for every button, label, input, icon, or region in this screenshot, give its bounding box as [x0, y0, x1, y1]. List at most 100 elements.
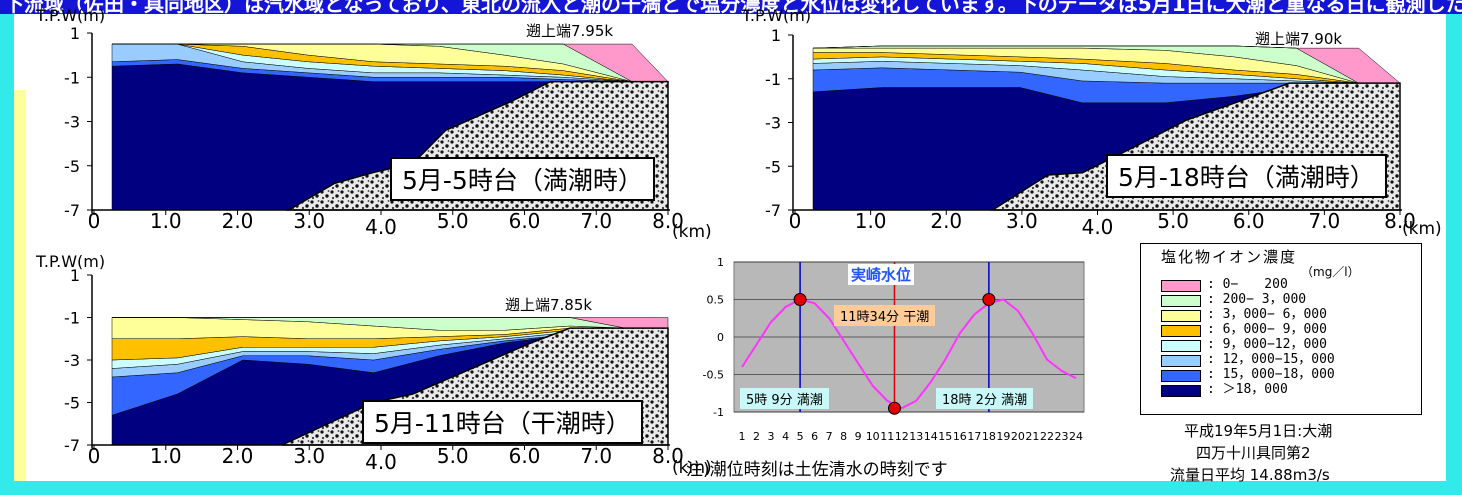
panel1-y-tick-label: -7	[64, 201, 80, 220]
tide-y-tick-label: 0	[717, 331, 724, 344]
panel3-x-tick-label: 2.0	[222, 444, 254, 468]
panel1-x-tick-label: 5.0	[437, 209, 469, 233]
tide-x-tick-label: 14	[924, 430, 938, 443]
tide-x-tick-label: 4	[782, 430, 789, 443]
panel2-x-tick-label: 5.0	[1157, 209, 1189, 233]
legend-swatch	[1161, 325, 1201, 337]
panel1-x-tick-label: 8.0	[652, 209, 684, 233]
tide-note-low: 11時34分 干潮	[834, 305, 936, 326]
tide-extreme-dot	[887, 401, 901, 415]
panel1-y-tick-label: -1	[64, 68, 80, 87]
panel3-x-tick-label: 5.0	[437, 444, 469, 468]
tide-x-tick-label: 6	[811, 430, 818, 443]
tide-x-tick-label: 9	[855, 430, 862, 443]
tide-x-tick-label: 23	[1054, 430, 1068, 443]
legend-swatch	[1161, 385, 1201, 397]
panel2-x-tick-label: 4.0	[1082, 215, 1114, 239]
legend-label: : 6，000− 9，000	[1207, 322, 1327, 337]
panel2-label: 5月-18時台（満潮時）	[1106, 154, 1387, 198]
tide-x-tick-label: 11	[880, 430, 894, 443]
legend-swatch	[1161, 295, 1201, 307]
panel2-x-tick-label: 6.0	[1233, 209, 1265, 233]
panel3-x-tick-label: 6.0	[509, 444, 541, 468]
legend-swatch	[1161, 370, 1201, 382]
tide-y-tick-label: -0.5	[703, 369, 724, 382]
tide-x-tick-label: 10	[866, 430, 880, 443]
panel1-y-tick-label: 1	[70, 24, 80, 43]
panel2-y-tick-label: -7	[765, 201, 781, 220]
tide-y-tick-label: 1	[717, 256, 724, 269]
panel3-y-tick-label: -5	[64, 394, 80, 413]
header-text: 下流域（佐田・具同地区）は汽水域となっており、東北の流入と潮の干満とで塩分濃度と…	[4, 0, 1462, 14]
legend-label: : 3，000− 6，000	[1207, 307, 1327, 322]
panel3-upstream: 遡上端7.85k	[505, 296, 593, 314]
tide-footnote: 注)潮位時刻は土佐清水の時刻です	[686, 460, 948, 480]
legend-swatch	[1161, 340, 1201, 352]
tide-x-tick-label: 1	[739, 430, 746, 443]
tide-x-tick-label: 22	[1040, 430, 1054, 443]
legend-label: : 12，000−15，000	[1207, 352, 1335, 367]
tide-extreme-dot	[982, 293, 996, 306]
panel2-y-tick-label: 1	[771, 26, 781, 45]
panel2-y-tick-label: -5	[765, 157, 781, 176]
panel3-x-tick-label: 4.0	[365, 450, 397, 474]
tide-x-tick-label: 15	[938, 430, 952, 443]
legend-swatch	[1161, 310, 1201, 322]
panel3-x-tick-label: 0	[88, 444, 101, 468]
panel2-x-tick-label: 2.0	[930, 209, 962, 233]
panel3-y-tick-label: -7	[64, 436, 80, 455]
tide-note-high2: 18時 2分 満潮	[936, 388, 1034, 409]
panel3-x-tick-label: 1.0	[150, 444, 182, 468]
panel1-upstream: 遡上端7.95k	[526, 22, 614, 40]
panel2-x-tick-label: 1.0	[855, 209, 887, 233]
info-line2: 四万十川具同第2	[1196, 444, 1311, 462]
frame-left	[0, 14, 14, 495]
panel3-salinity-layer	[112, 317, 669, 329]
header-bar: 下流域（佐田・具同地区）は汽水域となっており、東北の流入と潮の干満とで塩分濃度と…	[0, 0, 1462, 14]
panel2-x-tick-label: 7.0	[1308, 209, 1340, 233]
tide-x-tick-label: 12	[895, 430, 909, 443]
legend-label: : 0− 200	[1207, 277, 1288, 292]
tide-x-tick-label: 7	[826, 430, 833, 443]
legend-label: : 15，000−18，000	[1207, 367, 1335, 382]
panel1-x-tick-label: 2.0	[222, 209, 254, 233]
tide-x-tick-label: 16	[953, 430, 967, 443]
tide-x-tick-label: 21	[1025, 430, 1039, 443]
frame-right	[1446, 14, 1462, 495]
tide-title: 実崎水位	[848, 264, 915, 285]
tide-x-tick-label: 8	[840, 430, 847, 443]
legend-label: : 200− 3，000	[1207, 292, 1307, 307]
tide-x-tick-label: 24	[1069, 430, 1083, 443]
panel2-upstream: 遡上端7.90k	[1255, 30, 1343, 48]
panel3-y-tick-label: -3	[64, 351, 80, 370]
panel3-xunit: (km)	[672, 458, 712, 478]
panel2-x-tick-label: 8.0	[1384, 209, 1416, 233]
tide-x-tick-label: 5	[797, 430, 804, 443]
panel1-x-tick-label: 3.0	[293, 209, 325, 233]
legend-swatch	[1161, 280, 1201, 292]
frame-bottom	[0, 481, 1462, 495]
tide-x-tick-label: 20	[1011, 430, 1025, 443]
legend-unit: （mg／l）	[1301, 265, 1360, 279]
panel3-label: 5月-11時台（干潮時）	[362, 400, 643, 444]
panel2-ylabel: T.P.W(m)	[742, 6, 812, 25]
tide-y-tick-label: -1	[713, 406, 724, 419]
tide-y-tick-label: 0.5	[707, 294, 725, 307]
panel1-y-tick-label: -3	[64, 113, 80, 132]
tide-note-high1: 5時 9分 満潮	[740, 388, 829, 409]
panel1-x-tick-label: 1.0	[150, 209, 182, 233]
panel1-x-tick-label: 7.0	[580, 209, 612, 233]
legend-swatch	[1161, 355, 1201, 367]
panel2-y-tick-label: -1	[765, 70, 781, 89]
legend-title: 塩化物イオン濃度	[1161, 248, 1298, 266]
yellow-strip	[14, 90, 26, 481]
panel1-x-tick-label: 4.0	[365, 215, 397, 239]
tide-x-tick-label: 3	[768, 430, 775, 443]
panel2-xunit: (km)	[1402, 219, 1442, 239]
legend-label: : ＞18，000	[1207, 382, 1288, 397]
panel3-x-tick-label: 3.0	[293, 444, 325, 468]
panel3-x-tick-label: 8.0	[652, 444, 684, 468]
tide-extreme-dot	[793, 293, 807, 306]
panel1-label: 5月-5時台（満潮時）	[390, 157, 655, 201]
